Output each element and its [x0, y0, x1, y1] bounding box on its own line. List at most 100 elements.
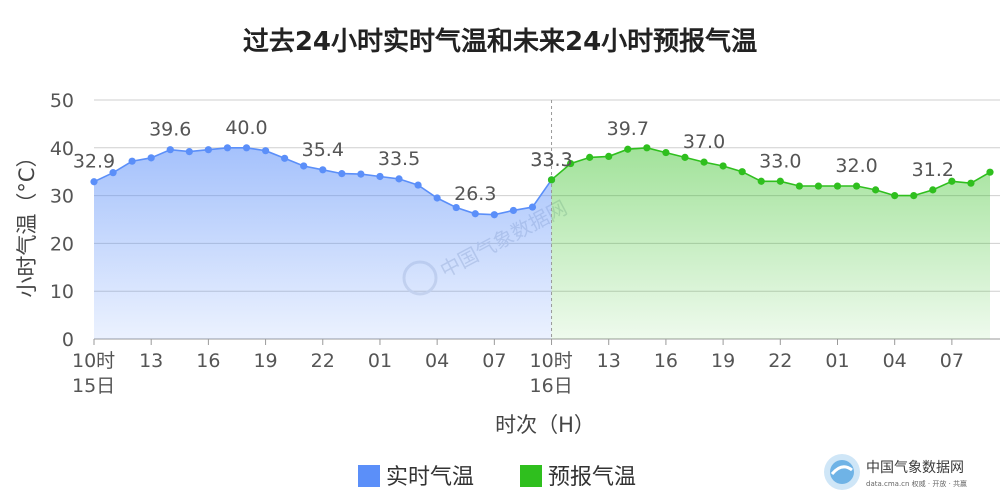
- data-point: [300, 162, 308, 170]
- x-tick-label: 13: [139, 350, 163, 372]
- data-point: [566, 159, 575, 168]
- legend-swatch-observed: [358, 465, 380, 487]
- data-point: [490, 211, 498, 219]
- data-label: 26.3: [454, 183, 496, 205]
- y-axis-ticks: 0 10 20 30 40 50: [50, 90, 74, 351]
- brand-logo-tagline: data.cma.cn 权威 · 开放 · 共赢: [866, 479, 967, 488]
- data-point: [414, 181, 422, 189]
- data-point: [452, 203, 460, 212]
- data-point: [185, 148, 193, 156]
- legend: 实时气温 预报气温: [358, 465, 636, 490]
- data-point: [605, 152, 613, 161]
- data-label: 31.2: [912, 159, 954, 181]
- data-point: [643, 144, 651, 152]
- x-tick-label: 04: [883, 350, 907, 372]
- data-point: [719, 162, 727, 170]
- data-point: [757, 177, 765, 185]
- data-label: 40.0: [225, 117, 267, 139]
- data-label: 33.3: [530, 149, 572, 171]
- legend-label-forecast: 预报气温: [548, 465, 636, 490]
- data-point: [986, 168, 994, 176]
- data-label: 33.3: [530, 149, 572, 171]
- y-tick-label: 30: [50, 186, 74, 208]
- data-point: [433, 194, 441, 202]
- data-point: [891, 192, 899, 200]
- data-point: [223, 144, 232, 152]
- data-point: [833, 182, 842, 190]
- data-point: [681, 153, 689, 161]
- data-point: [662, 148, 670, 157]
- data-point: [948, 177, 956, 185]
- x-tick-label: 16: [196, 350, 220, 372]
- data-point: [90, 178, 98, 186]
- data-point: [281, 154, 289, 162]
- data-point: [319, 166, 327, 174]
- y-tick-label: 10: [50, 281, 74, 303]
- x-axis-ticks: 10时 15日 13 16 19 22 01 04 07 10时 16日 13 16 19 22 01 04 07: [72, 339, 964, 397]
- x-tick-label: 10时: [72, 350, 115, 372]
- data-point: [338, 170, 346, 178]
- series-areas: [94, 147, 990, 339]
- data-label: 39.7: [607, 118, 649, 140]
- data-point: [471, 210, 479, 218]
- data-label: 33.0: [759, 150, 801, 172]
- series-area-1: [551, 147, 990, 339]
- data-point: [242, 144, 251, 152]
- data-label: 32.0: [835, 155, 877, 177]
- legend-swatch-forecast: [520, 465, 542, 487]
- data-point: [528, 203, 537, 211]
- data-label: 32.9: [73, 151, 115, 173]
- series-area-0: [94, 147, 552, 339]
- x-tick-label: 19: [253, 350, 277, 372]
- data-point: [738, 168, 746, 176]
- x-tick-label: 07: [940, 350, 964, 372]
- data-point: [700, 158, 708, 166]
- data-point: [376, 172, 384, 181]
- x-tick-label: 13: [597, 350, 621, 372]
- data-point: [929, 186, 937, 194]
- y-tick-label: 0: [62, 329, 74, 351]
- data-label: 39.6: [149, 119, 191, 141]
- data-point: [357, 170, 365, 178]
- x-tick-date-label: 15日: [72, 375, 115, 397]
- data-point: [852, 182, 861, 190]
- data-point: [547, 176, 556, 184]
- x-tick-label: 04: [425, 350, 449, 372]
- x-tick-label: 19: [711, 350, 735, 372]
- x-tick-label: 16: [654, 350, 678, 372]
- data-point: [166, 146, 174, 154]
- data-point: [814, 182, 823, 190]
- y-tick-label: 20: [50, 233, 74, 255]
- legend-label-observed: 实时气温: [386, 465, 474, 490]
- x-tick-label: 01: [825, 350, 849, 372]
- data-label: 37.0: [683, 131, 725, 153]
- data-label: 33.5: [378, 148, 420, 170]
- y-axis-title: 小时气温（°C）: [15, 146, 39, 297]
- data-point: [795, 182, 803, 190]
- data-point: [261, 147, 270, 155]
- data-point: [128, 157, 136, 165]
- x-tick-label: 01: [368, 350, 392, 372]
- brand-logo-name: 中国气象数据网: [866, 460, 964, 476]
- x-axis-title: 时次（H）: [495, 413, 595, 437]
- data-point: [872, 186, 880, 194]
- data-label: 35.4: [302, 139, 344, 161]
- x-tick-label: 22: [768, 350, 792, 372]
- data-point: [395, 175, 403, 183]
- data-point: [109, 169, 117, 177]
- brand-logo: 中国气象数据网 data.cma.cn 权威 · 开放 · 共赢: [824, 454, 967, 490]
- data-point: [910, 192, 918, 200]
- data-point: [509, 206, 518, 215]
- data-point: [147, 154, 155, 162]
- x-tick-label: 07: [482, 350, 506, 372]
- y-tick-label: 50: [50, 90, 74, 112]
- series-points: [90, 144, 994, 219]
- data-labels: 32.939.6 40.035.4 33.526.333.333.339.737.0…: [73, 117, 954, 205]
- y-tick-label: 40: [50, 138, 74, 160]
- x-tick-date-label: 16日: [530, 375, 573, 397]
- x-tick-label: 22: [311, 350, 335, 372]
- data-point: [967, 179, 975, 187]
- data-point: [776, 177, 784, 185]
- data-point: [204, 146, 212, 154]
